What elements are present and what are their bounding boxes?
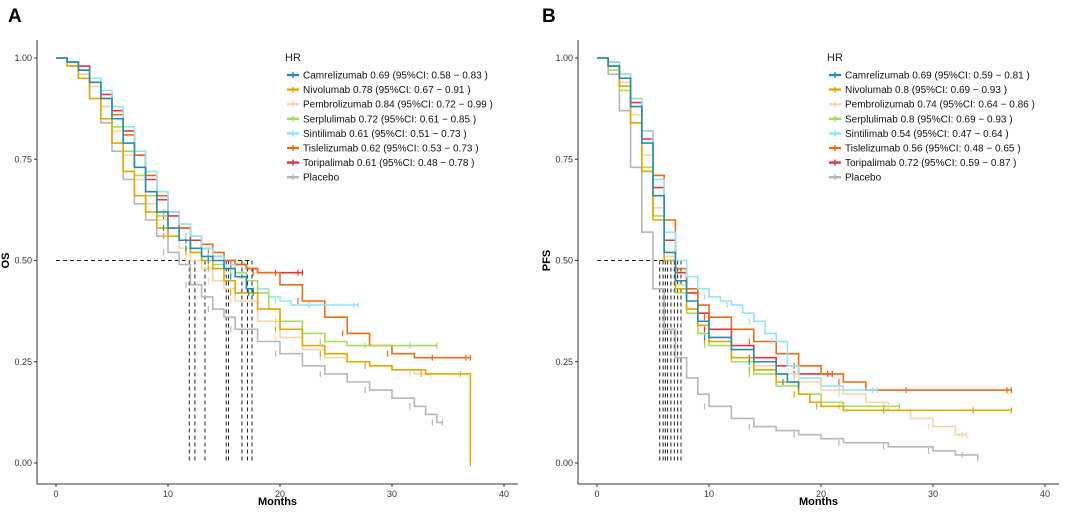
x-tick-label: 0 xyxy=(594,489,599,499)
legend-label: Toripalimab 0.61 (95%CI: 0.48 − 0.78 ) xyxy=(303,158,474,169)
y-tick-label: 0.50 xyxy=(555,256,573,266)
survival-curve xyxy=(597,57,800,387)
x-tick-label: 0 xyxy=(53,489,58,499)
legend-item: Sintilimab 0.54 (95%CI: 0.47 − 0.64 ) xyxy=(829,129,1009,140)
legend-label: Placebo xyxy=(303,173,340,184)
legend-label: Tislelizumab 0.56 (95%CI: 0.48 − 0.65 ) xyxy=(845,144,1021,155)
survival-curve xyxy=(56,57,472,463)
legend-label: Camrelizumab 0.69 (95%CI: 0.59 − 0.81 ) xyxy=(845,71,1030,82)
survival-curve xyxy=(597,57,877,391)
series-camrelizumab xyxy=(56,57,254,296)
legend-item: Placebo xyxy=(287,173,340,184)
y-tick-label: 1.00 xyxy=(555,53,573,63)
y-tick-label: 0.75 xyxy=(14,154,32,164)
y-tick-label: 0.00 xyxy=(14,458,32,468)
y-tick-label: 0.50 xyxy=(14,256,32,266)
legend-label: Sintilimab 0.54 (95%CI: 0.47 − 0.64 ) xyxy=(845,129,1009,140)
series-camrelizumab xyxy=(597,57,800,390)
legend-item: Nivolumab 0.78 (95%CI: 0.67 − 0.91 ) xyxy=(287,85,471,96)
legend-label: Tislelizumab 0.62 (95%CI: 0.53 − 0.73 ) xyxy=(303,144,479,155)
series-sintilimab xyxy=(597,57,878,394)
y-axis-title: PFS xyxy=(541,250,553,271)
survival-curve xyxy=(597,57,979,459)
y-tick-label: 1.00 xyxy=(14,53,32,63)
legend-label: Pembrolizumab 0.84 (95%CI: 0.72 − 0.99 ) xyxy=(303,100,493,111)
x-tick-label: 10 xyxy=(704,489,714,499)
legend-item: Toripalimab 0.72 (95%CI: 0.59 − 0.87 ) xyxy=(829,158,1016,169)
legend-title: HR xyxy=(285,52,301,64)
legend-item: Camrelizumab 0.69 (95%CI: 0.59 − 0.81 ) xyxy=(829,71,1030,82)
series-placebo xyxy=(56,57,443,426)
legend-label: Nivolumab 0.8 (95%CI: 0.69 − 0.93 ) xyxy=(845,85,1007,96)
series-nivolumab xyxy=(597,57,1013,414)
panel-label: A xyxy=(8,6,22,27)
x-tick-label: 20 xyxy=(275,489,285,499)
y-tick-label: 0.25 xyxy=(555,357,573,367)
legend-label: Placebo xyxy=(845,173,882,184)
legend-item: Toripalimab 0.61 (95%CI: 0.48 − 0.78 ) xyxy=(287,158,474,169)
legend-label: Nivolumab 0.78 (95%CI: 0.67 − 0.91 ) xyxy=(303,85,471,96)
legend-label: Serplulimab 0.8 (95%CI: 0.69 − 0.93 ) xyxy=(845,114,1013,125)
legend-item: Tislelizumab 0.56 (95%CI: 0.48 − 0.65 ) xyxy=(829,144,1021,155)
legend-label: Toripalimab 0.72 (95%CI: 0.59 − 0.87 ) xyxy=(845,158,1016,169)
legend-label: Sintilimab 0.61 (95%CI: 0.51 − 0.73 ) xyxy=(303,129,467,140)
legend-item: Camrelizumab 0.69 (95%CI: 0.58 − 0.83 ) xyxy=(287,71,488,82)
x-tick-label: 40 xyxy=(499,489,509,499)
legend-item: Nivolumab 0.8 (95%CI: 0.69 − 0.93 ) xyxy=(829,85,1007,96)
x-tick-label: 40 xyxy=(1040,489,1050,499)
survival-curve xyxy=(597,57,1012,412)
legend-item: Serplulimab 0.8 (95%CI: 0.69 − 0.93 ) xyxy=(829,114,1013,125)
x-tick-label: 20 xyxy=(816,489,826,499)
y-axis-title: OS xyxy=(0,253,12,269)
x-tick-label: 10 xyxy=(163,489,173,499)
y-tick-label: 0.25 xyxy=(14,357,32,367)
x-tick-label: 30 xyxy=(387,489,397,499)
legend-label: Serplulimab 0.72 (95%CI: 0.61 − 0.85 ) xyxy=(303,114,476,125)
x-axis-title: Months xyxy=(799,496,838,507)
legend-item: Tislelizumab 0.62 (95%CI: 0.53 − 0.73 ) xyxy=(287,144,479,155)
y-tick-label: 0.00 xyxy=(555,458,573,468)
legend-label: Camrelizumab 0.69 (95%CI: 0.58 − 0.83 ) xyxy=(303,71,488,82)
legend-item: Pembrolizumab 0.84 (95%CI: 0.72 − 0.99 ) xyxy=(287,100,493,111)
legend-item: Placebo xyxy=(829,173,882,184)
series-placebo xyxy=(597,57,979,462)
y-tick-label: 0.75 xyxy=(555,154,573,164)
legend-item: Serplulimab 0.72 (95%CI: 0.61 − 0.85 ) xyxy=(287,114,476,125)
legend-item: Sintilimab 0.61 (95%CI: 0.51 − 0.73 ) xyxy=(287,129,467,140)
legend-item: Pembrolizumab 0.74 (95%CI: 0.64 − 0.86 ) xyxy=(829,100,1035,111)
chart-panel-a: A 0.00 0.25 0.50 0.75 1.00 0 10 20 30 40 Months OS HR… xyxy=(0,6,518,508)
series-nivolumab xyxy=(56,57,472,466)
survival-curve xyxy=(597,57,833,375)
legend-label: Pembrolizumab 0.74 (95%CI: 0.64 − 0.86 ) xyxy=(845,100,1035,111)
survival-curve xyxy=(56,57,254,293)
survival-curve xyxy=(56,57,432,375)
x-tick-label: 30 xyxy=(928,489,938,499)
chart-panel-b: B 0.00 0.25 0.50 0.75 1.00 0 10 20 30 40 Months PFS H… xyxy=(541,6,1059,508)
legend-title: HR xyxy=(827,52,843,64)
panel-label: B xyxy=(542,6,556,27)
x-axis-title: Months xyxy=(258,496,297,507)
survival-curve xyxy=(56,57,443,424)
